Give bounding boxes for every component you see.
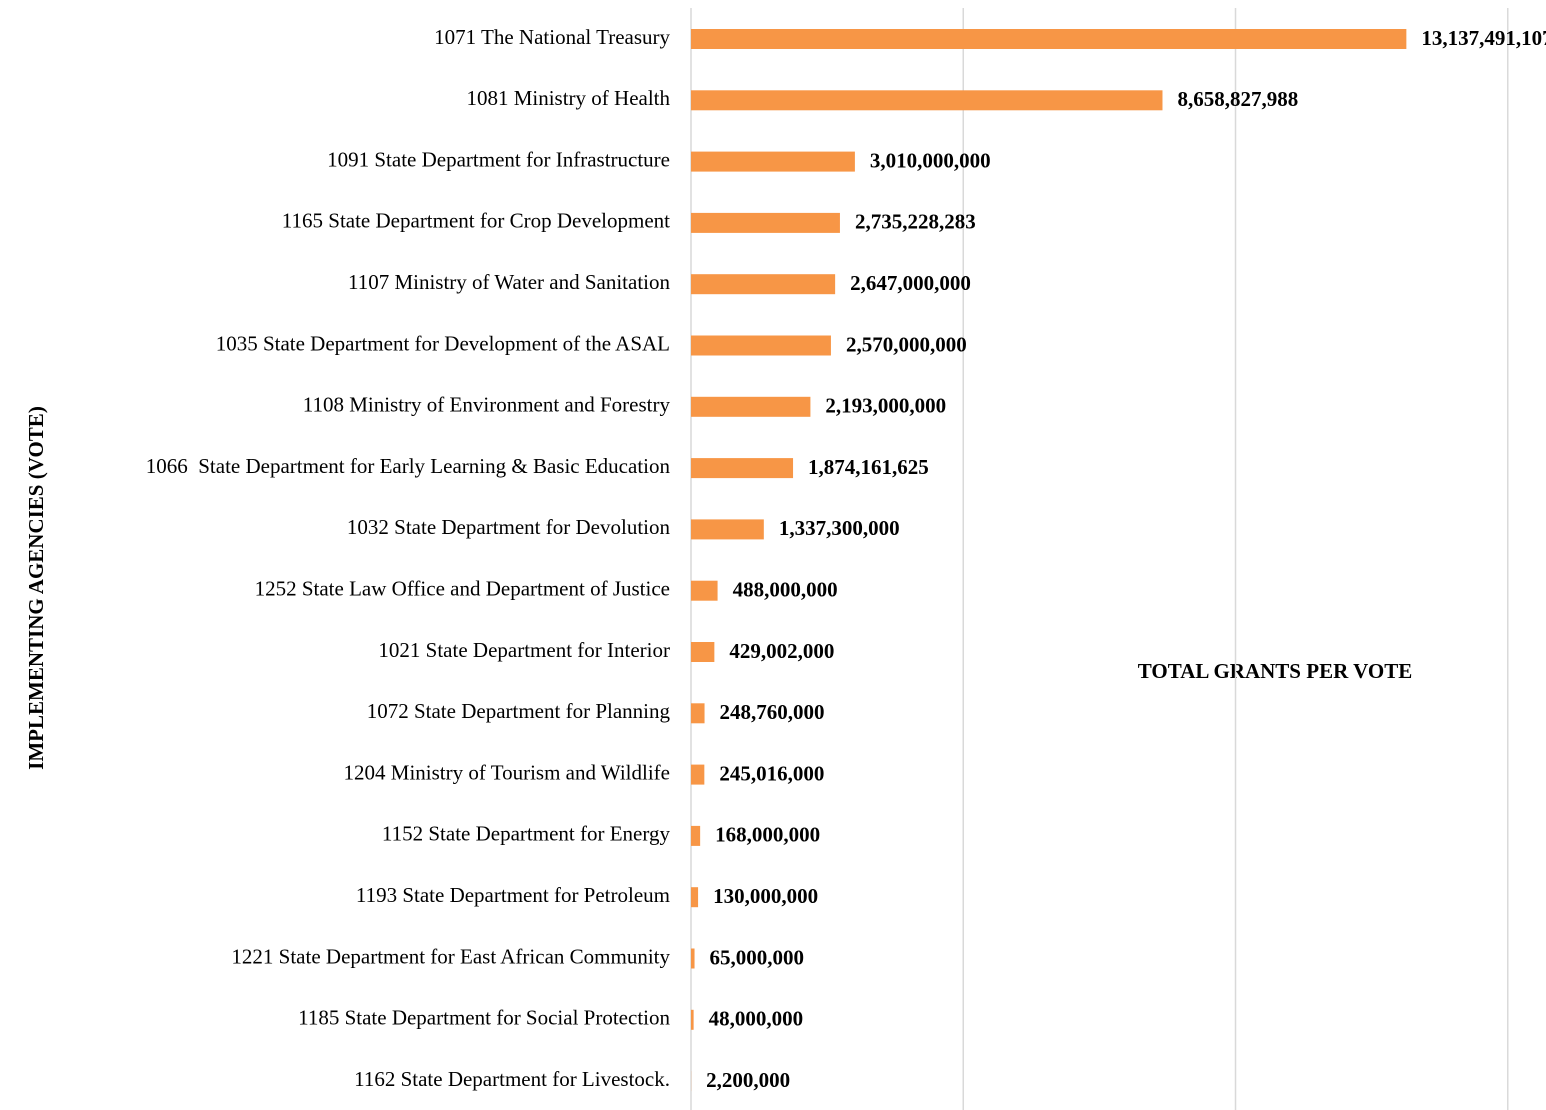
data-label: 429,002,000 — [729, 639, 834, 663]
y-tick-label: 1204 Ministry of Tourism and Wildlife — [344, 760, 670, 784]
bar — [691, 151, 855, 172]
y-axis-title: IMPLEMENTING AGENCIES (VOTE) — [24, 406, 48, 770]
bar — [691, 703, 705, 724]
data-label: 168,000,000 — [715, 823, 820, 847]
bar — [691, 335, 831, 356]
data-label: 2,647,000,000 — [850, 271, 971, 295]
data-label: 2,570,000,000 — [846, 332, 967, 356]
bar — [691, 1009, 694, 1030]
y-tick-label: 1021 State Department for Interior — [378, 638, 670, 662]
x-axis-title: TOTAL GRANTS PER VOTE — [1138, 659, 1412, 683]
y-tick-label: 1035 State Department for Development of… — [216, 331, 670, 355]
data-label: 8,658,827,988 — [1177, 87, 1298, 111]
data-label: 2,200,000 — [706, 1068, 790, 1092]
bar — [691, 580, 718, 601]
y-tick-label: 1252 State Law Office and Department of … — [255, 577, 670, 601]
bar — [691, 29, 1407, 49]
y-tick-label: 1107 Ministry of Water and Sanitation — [348, 270, 671, 294]
y-tick-label: 1071 The National Treasury — [434, 25, 670, 49]
bar — [691, 274, 836, 295]
data-label: 1,874,161,625 — [808, 455, 929, 479]
bar — [691, 948, 695, 969]
bar — [691, 887, 699, 908]
data-label: 1,337,300,000 — [779, 516, 900, 540]
y-tick-label: 1108 Ministry of Environment and Forestr… — [303, 393, 671, 417]
y-tick-label: 1221 State Department for East African C… — [231, 944, 670, 968]
data-label: 248,760,000 — [720, 700, 825, 724]
data-label: 245,016,000 — [719, 761, 824, 785]
data-label: 488,000,000 — [733, 578, 838, 602]
bar — [691, 90, 1163, 111]
bar — [691, 764, 705, 785]
bar — [691, 212, 840, 233]
bar — [691, 519, 764, 540]
y-tick-label: 1152 State Department for Energy — [382, 822, 671, 846]
bar — [691, 825, 701, 846]
bar — [691, 396, 811, 417]
y-tick-label: 1032 State Department for Devolution — [347, 515, 671, 539]
y-tick-label: 1165 State Department for Crop Developme… — [282, 209, 670, 233]
data-label: 48,000,000 — [709, 1007, 804, 1031]
data-label: 130,000,000 — [713, 884, 818, 908]
bar — [691, 458, 794, 479]
y-tick-label: 1185 State Department for Social Protect… — [298, 1006, 670, 1030]
y-tick-label: 1066 State Department for Early Learning… — [146, 454, 671, 478]
data-label: 2,193,000,000 — [825, 394, 946, 418]
bar — [691, 642, 715, 662]
data-label: 2,735,228,283 — [855, 210, 976, 234]
data-label: 13,137,491,107 — [1421, 26, 1546, 50]
y-tick-label: 1162 State Department for Livestock. — [354, 1067, 670, 1091]
y-tick-label: 1193 State Department for Petroleum — [356, 883, 670, 907]
y-tick-label: 1072 State Department for Planning — [367, 699, 671, 723]
y-tick-label: 1091 State Department for Infrastructure — [327, 147, 670, 171]
data-label: 3,010,000,000 — [870, 148, 991, 172]
y-tick-label: 1081 Ministry of Health — [466, 86, 670, 110]
data-label: 65,000,000 — [710, 945, 805, 969]
